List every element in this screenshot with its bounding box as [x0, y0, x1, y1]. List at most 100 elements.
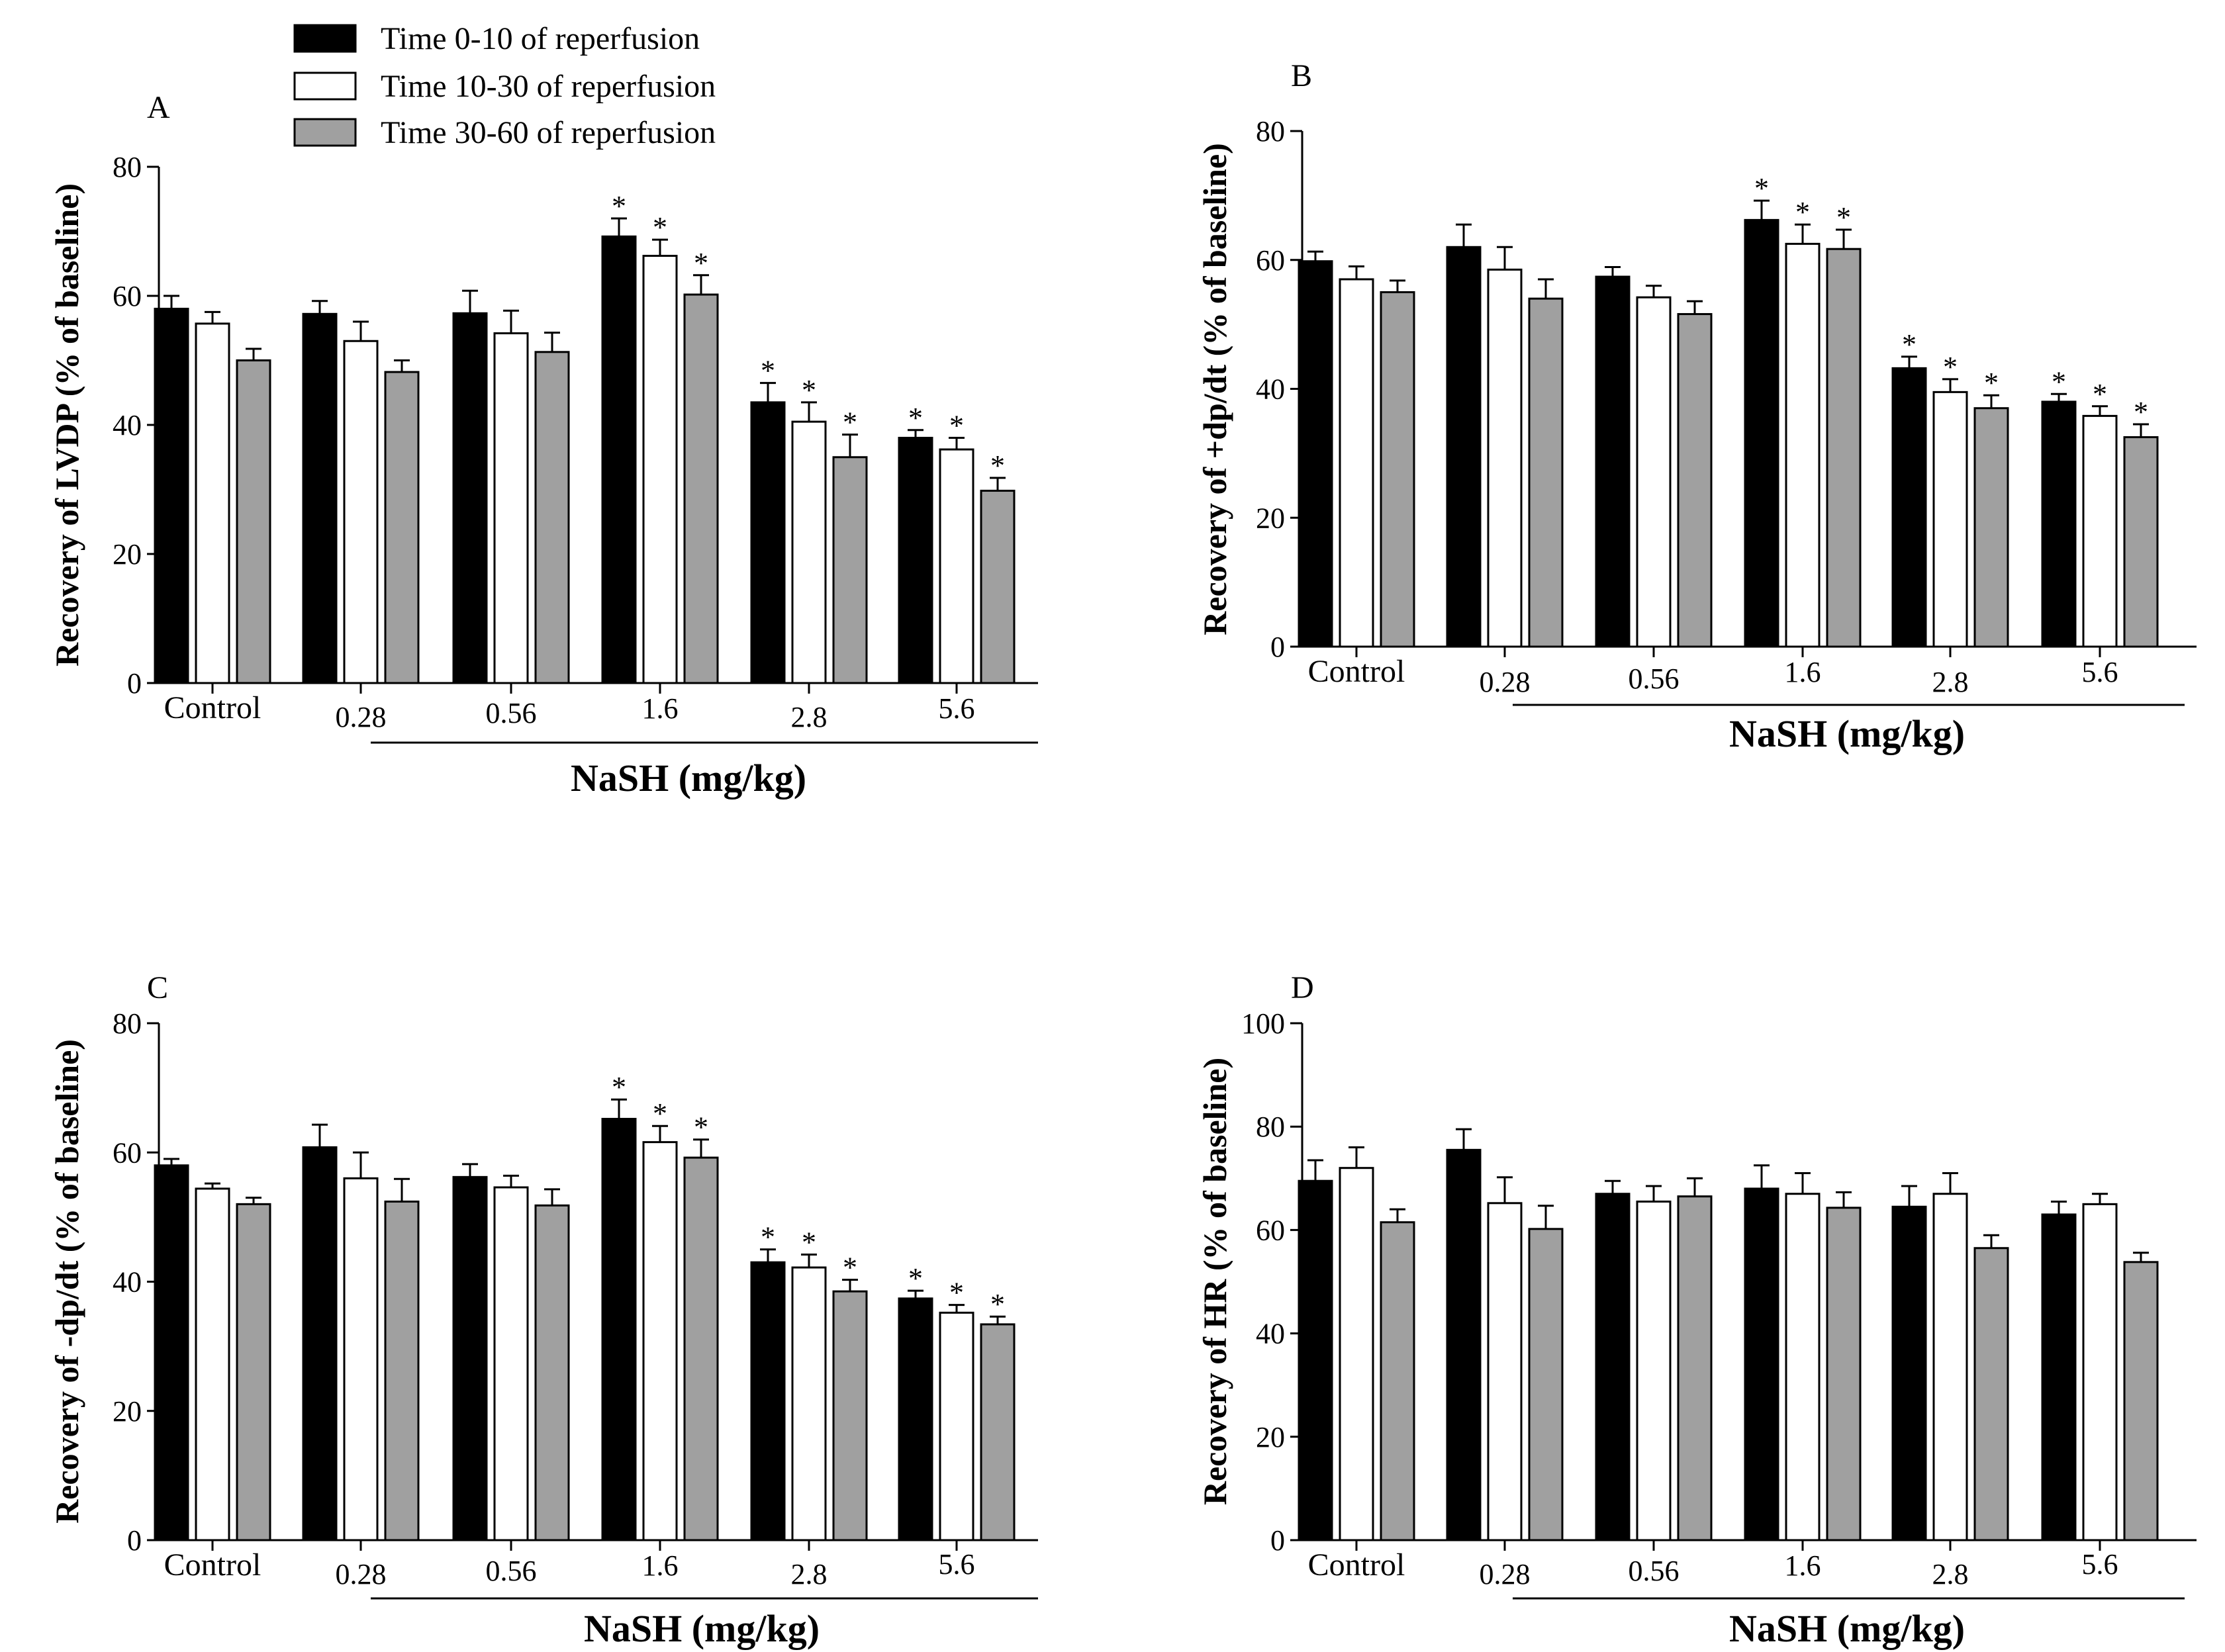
y-tick-label: 20 [1256, 502, 1285, 534]
bar [1339, 278, 1374, 648]
y-tick-label: 60 [1256, 244, 1285, 277]
bar [832, 456, 868, 684]
y-tick-label: 0 [127, 1524, 142, 1557]
x-category-label: 1.6 [1785, 656, 1821, 688]
significance-star: * [802, 374, 816, 406]
bar [452, 312, 488, 684]
panel-D: D 0 20 40 60 80 100 Control 0.28 0.56 1.6 2.8 5.6 NaS… [1196, 970, 2197, 1650]
y-tick-label: 40 [1256, 1318, 1285, 1350]
bar [1446, 1148, 1482, 1541]
x-category-label: 2.8 [791, 1558, 828, 1590]
bar [1528, 1228, 1564, 1541]
significance-star: * [843, 406, 857, 439]
bar [236, 359, 271, 684]
significance-star: * [2134, 396, 2148, 428]
x-axis-label: NaSH (mg/kg) [1729, 712, 1965, 755]
x-category-label: 0.28 [1480, 666, 1531, 698]
bar [791, 1266, 827, 1541]
bar [1380, 291, 1415, 648]
panel-label-C: C [147, 970, 168, 1005]
bar [1932, 390, 1968, 648]
bar [493, 1186, 529, 1541]
bar [1785, 242, 1821, 648]
legend-label-2: Time 10-30 of reperfusion [381, 69, 716, 104]
significance-star: * [761, 1221, 775, 1254]
y-tick-label: 0 [1270, 631, 1285, 663]
y-tick-label: 80 [1256, 1111, 1285, 1143]
x-category-label: 0.56 [1629, 663, 1680, 695]
bar [302, 1146, 338, 1541]
x-category-label: 5.6 [2082, 656, 2118, 688]
significance-star: * [990, 1288, 1005, 1320]
x-category-label: 5.6 [939, 1548, 975, 1581]
bar [1677, 313, 1713, 648]
bar [642, 255, 678, 684]
panel-C: C 0 20 40 60 80 Control 0.28 0.56 1.6 2.8 5.6 * * * * * *… [48, 970, 1038, 1650]
significance-star: * [1902, 328, 1917, 361]
bar [1973, 1247, 2009, 1541]
bar [683, 1156, 719, 1541]
chart-panels: A 0 20 40 60 80 Control 0.28 0.56 1.6 2.8 5.6 * * * * * *… [48, 58, 2197, 1650]
legend-swatch-3 [293, 118, 357, 147]
bar [493, 332, 529, 684]
bar [939, 1311, 974, 1541]
x-category-label: 0.56 [1629, 1555, 1680, 1587]
y-tick-label: 0 [1270, 1524, 1285, 1557]
y-axis-label: Recovery of +dp/dt (% of baseline) [1196, 143, 1233, 635]
bar [1891, 367, 1927, 648]
x-category-label: 0.28 [1480, 1558, 1531, 1590]
bar [154, 1164, 189, 1541]
y-tick-label: 80 [113, 151, 142, 183]
bar [2123, 1261, 2159, 1541]
y-tick-label: 60 [1256, 1214, 1285, 1246]
x-axis-label: NaSH (mg/kg) [584, 1607, 820, 1650]
significance-star: * [1795, 196, 1810, 228]
bar [1595, 275, 1631, 648]
significance-star: * [1984, 367, 1999, 399]
x-axis-label: NaSH (mg/kg) [571, 757, 806, 800]
x-category-label: Control [1308, 1547, 1405, 1583]
y-tick-label: 100 [1241, 1007, 1285, 1040]
significance-star: * [802, 1226, 816, 1258]
y-tick-label: 80 [113, 1007, 142, 1040]
bar [1487, 268, 1523, 648]
bar [750, 401, 786, 684]
x-category-label: 2.8 [791, 701, 828, 733]
significance-star: * [843, 1252, 857, 1284]
x-category-label: 1.6 [1785, 1549, 1821, 1582]
legend-swatch-1 [293, 24, 357, 53]
bar [750, 1261, 786, 1541]
significance-star: * [949, 1277, 964, 1309]
legend: Time 0-10 of reperfusion Time 10-30 of re… [293, 21, 716, 150]
bar [939, 448, 974, 684]
x-category-label: Control [164, 690, 261, 725]
bar [791, 420, 827, 684]
bar [898, 437, 933, 684]
bar [154, 308, 189, 684]
bar [683, 293, 719, 684]
bar [1595, 1193, 1631, 1541]
bar [534, 351, 570, 684]
x-category-label: 0.56 [486, 697, 537, 729]
y-axis-label: Recovery of HR (% of baseline) [1196, 1058, 1233, 1505]
bar [1380, 1221, 1415, 1541]
bar [1298, 1179, 1333, 1541]
bar [1298, 260, 1333, 648]
y-tick-label: 0 [127, 667, 142, 700]
panel-A: A 0 20 40 60 80 Control 0.28 0.56 1.6 2.8 5.6 * * * * * *… [48, 90, 1038, 800]
bar [1446, 246, 1482, 648]
bar [1339, 1167, 1374, 1541]
bar [1636, 1200, 1672, 1541]
bar [832, 1290, 868, 1541]
bar [1677, 1195, 1713, 1541]
legend-swatch-2 [293, 71, 357, 101]
bar [195, 322, 230, 684]
y-tick-label: 80 [1256, 115, 1285, 148]
significance-star: * [908, 1262, 923, 1295]
y-tick-label: 60 [113, 1136, 142, 1169]
bar [384, 371, 420, 684]
y-tick-label: 60 [113, 280, 142, 312]
bar [1487, 1202, 1523, 1541]
bar [1785, 1193, 1821, 1541]
x-category-label: 2.8 [1932, 1558, 1969, 1590]
